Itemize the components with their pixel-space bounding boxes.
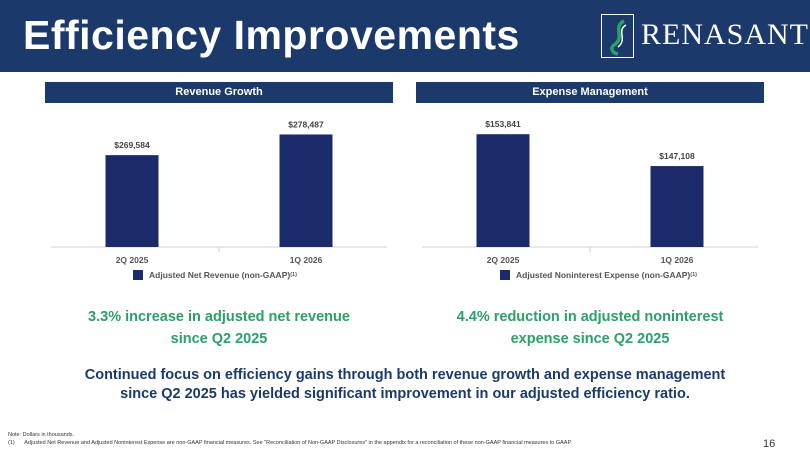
renasant-logo: RENASANT bbox=[601, 14, 808, 58]
footnote-text: Adjusted Net Revenue and Adjusted Nonint… bbox=[24, 440, 572, 446]
expense-callout-line1: 4.4% reduction in adjusted noninterest bbox=[456, 309, 724, 325]
header-bar: Efficiency Improvements RENASANT bbox=[0, 0, 810, 72]
revenue-bar-chart: $269,584 2Q 2025 $278,487 1Q 2026 bbox=[51, 119, 387, 265]
footnote-note: Note: Dollars in thousands. bbox=[8, 432, 75, 438]
legend-label: Adjusted Noninterest Expense (non-GAAP) bbox=[516, 270, 691, 280]
data-label: $278,487 bbox=[288, 119, 324, 129]
expense-chart: $153,841 2Q 2025 $147,108 1Q 2026 bbox=[416, 106, 764, 271]
legend-swatch bbox=[500, 270, 510, 280]
category-label: 1Q 2026 bbox=[290, 255, 323, 265]
revenue-callout-line1: 3.3% increase in adjusted net revenue bbox=[88, 309, 350, 325]
expense-legend: Adjusted Noninterest Expense (non-GAAP)(… bbox=[500, 270, 697, 280]
expense-bar-chart: $153,841 2Q 2025 $147,108 1Q 2026 bbox=[422, 119, 758, 265]
legend-footnote-marker: (1) bbox=[290, 272, 297, 278]
data-label: $147,108 bbox=[659, 151, 695, 161]
summary-text: Continued focus on efficiency gains thro… bbox=[40, 366, 770, 404]
expense-banner: Expense Management bbox=[416, 82, 764, 103]
revenue-callout-line2: since Q2 2025 bbox=[170, 331, 268, 347]
summary-line2: since Q2 2025 has yielded significant im… bbox=[120, 386, 690, 402]
data-label: $269,584 bbox=[114, 140, 150, 150]
data-label: $153,841 bbox=[485, 119, 521, 129]
bar bbox=[105, 155, 159, 247]
logo-wordmark: RENASANT bbox=[641, 18, 810, 51]
page-title: Efficiency Improvements bbox=[23, 12, 520, 58]
legend-swatch bbox=[133, 270, 143, 280]
revenue-callout: 3.3% increase in adjusted net revenue si… bbox=[45, 306, 393, 350]
footnote-marker: (1) bbox=[8, 440, 15, 446]
page-number: 16 bbox=[763, 438, 776, 450]
expense-callout: 4.4% reduction in adjusted noninterest e… bbox=[416, 306, 764, 350]
category-label: 2Q 2025 bbox=[116, 255, 149, 265]
legend-footnote-marker: (1) bbox=[690, 272, 697, 278]
legend-label: Adjusted Net Revenue (non-GAAP) bbox=[149, 270, 291, 280]
bar bbox=[279, 134, 333, 247]
category-label: 2Q 2025 bbox=[487, 255, 520, 265]
revenue-legend: Adjusted Net Revenue (non-GAAP) (1) bbox=[133, 270, 297, 280]
logo-emblem-icon bbox=[601, 14, 634, 58]
revenue-banner: Revenue Growth bbox=[45, 82, 393, 103]
summary-line1: Continued focus on efficiency gains thro… bbox=[84, 367, 726, 383]
expense-callout-line2: expense since Q2 2025 bbox=[510, 331, 670, 347]
category-label: 1Q 2026 bbox=[661, 255, 694, 265]
bar bbox=[476, 134, 530, 247]
revenue-chart: $269,584 2Q 2025 $278,487 1Q 2026 bbox=[45, 106, 393, 271]
bar bbox=[650, 166, 704, 247]
footnote-1: (1) Adjusted Net Revenue and Adjusted No… bbox=[8, 440, 572, 446]
